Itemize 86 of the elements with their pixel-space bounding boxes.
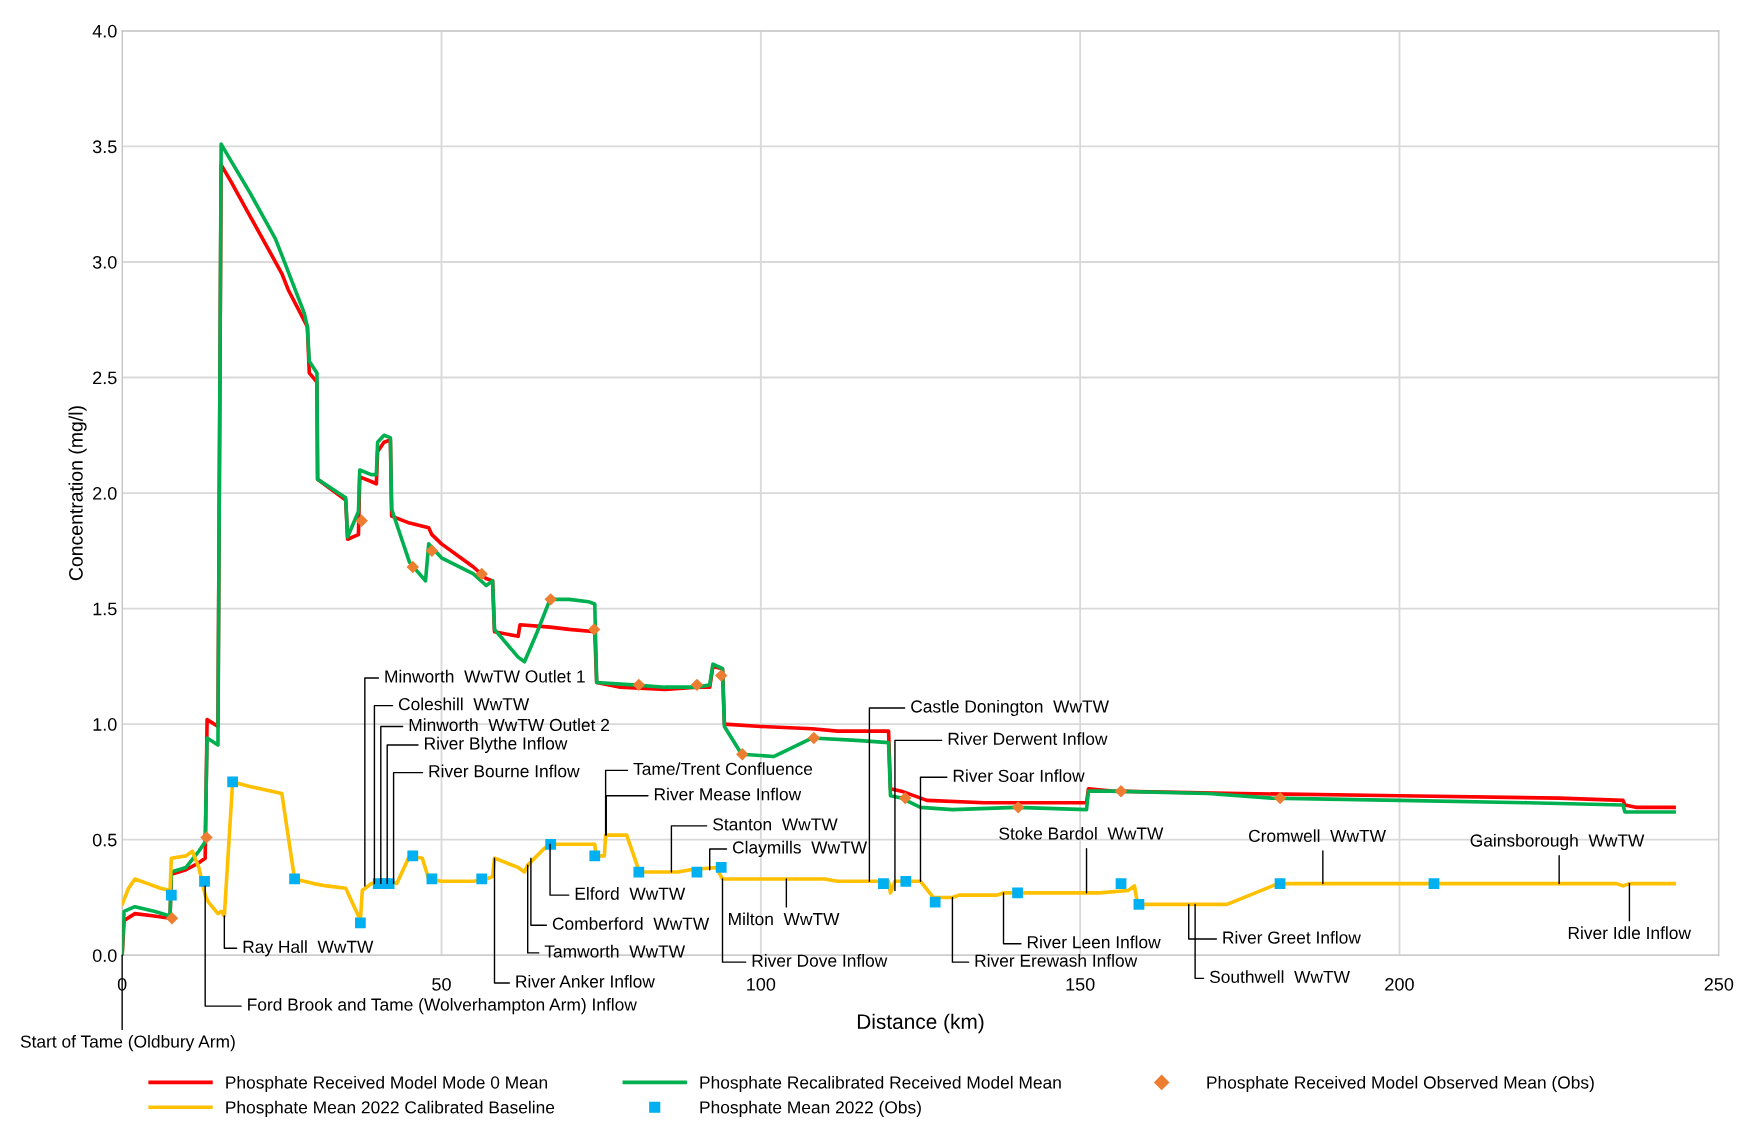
legend-label: Phosphate Received Model Observed Mean (Obs) bbox=[1207, 1075, 1594, 1093]
point bbox=[633, 866, 645, 878]
y-tick-label: 2.0 bbox=[93, 487, 117, 500]
x-tick-label: 100 bbox=[747, 977, 776, 991]
annotation: Claymills WwTW bbox=[732, 840, 868, 858]
annotation: Milton WwTW bbox=[729, 912, 840, 926]
point bbox=[898, 791, 912, 805]
point bbox=[690, 678, 704, 692]
annotation: Gainsborough WwTW bbox=[1470, 833, 1645, 851]
point bbox=[1011, 801, 1025, 814]
point bbox=[900, 875, 912, 887]
annotation: Southwell WwTW bbox=[1209, 970, 1350, 984]
annotation: River Anker Inflow bbox=[516, 974, 655, 988]
point bbox=[199, 875, 210, 887]
point bbox=[1012, 887, 1023, 899]
x-tick-label: 150 bbox=[1066, 977, 1095, 991]
point bbox=[200, 831, 213, 844]
point bbox=[736, 747, 749, 761]
annotation: Ray Hall WwTW bbox=[243, 940, 374, 957]
y-tick-label: 0.5 bbox=[92, 833, 117, 847]
legend-label: Phosphate Mean 2022 (Obs) bbox=[700, 1100, 921, 1117]
x-axis-title: Distance (km) bbox=[857, 1013, 984, 1034]
y-tick-label: 4.0 bbox=[92, 24, 117, 38]
annotation: River Derwent Inflow bbox=[948, 732, 1108, 745]
point bbox=[632, 678, 646, 692]
annotation: Minworth WwTW Outlet 1 bbox=[385, 669, 585, 683]
point bbox=[227, 776, 239, 788]
point bbox=[165, 889, 177, 901]
annotation: River Blythe Inflow bbox=[425, 736, 568, 754]
point bbox=[715, 862, 727, 873]
point bbox=[929, 896, 941, 908]
y-tick-label: 3.5 bbox=[92, 140, 117, 154]
point bbox=[587, 623, 601, 636]
point bbox=[355, 514, 368, 528]
legend-label: Phosphate Recalibrated Received Model Mean bbox=[700, 1075, 1061, 1093]
annotation: Comberford WwTW bbox=[552, 917, 710, 930]
point bbox=[165, 912, 179, 925]
annotation: River Bourne Inflow bbox=[429, 764, 580, 778]
point bbox=[715, 669, 728, 682]
legend-label: Phosphate Received Model Mode 0 Mean bbox=[226, 1075, 548, 1093]
annotation: Tamworth WwTW bbox=[544, 944, 686, 958]
point bbox=[1114, 784, 1128, 798]
point bbox=[475, 567, 488, 581]
annotation: Cromwell WwTW bbox=[1249, 829, 1386, 843]
point bbox=[1273, 791, 1287, 805]
annotation: River Greet Inflow bbox=[1223, 930, 1361, 944]
point bbox=[589, 850, 601, 862]
y-tick-label: 2.5 bbox=[93, 371, 117, 385]
point bbox=[476, 873, 488, 885]
annotation: Castle Donington WwTW bbox=[911, 699, 1109, 717]
annotation: Elford WwTW bbox=[575, 887, 686, 900]
annotation: Tame/Trent Confluence bbox=[633, 762, 813, 776]
annotation: River Soar Inflow bbox=[953, 769, 1085, 782]
point bbox=[354, 917, 366, 929]
point bbox=[425, 544, 439, 558]
annotation: River Erewash Inflow bbox=[975, 954, 1138, 967]
x-tick-label: 50 bbox=[432, 977, 451, 991]
point bbox=[1115, 878, 1127, 889]
legend-label: Phosphate Mean 2022 Calibrated Baseline bbox=[226, 1100, 555, 1117]
annotation: Coleshill WwTW bbox=[398, 697, 530, 711]
annotation: Minworth WwTW Outlet 2 bbox=[409, 718, 610, 732]
annotation: River Leen Inflow bbox=[1027, 935, 1161, 949]
point bbox=[289, 873, 300, 885]
point bbox=[878, 878, 889, 889]
annotation: River Idle Inflow bbox=[1568, 926, 1692, 940]
point bbox=[407, 850, 419, 862]
point bbox=[544, 593, 557, 606]
y-axis-title: Concentration (mg/l) bbox=[68, 406, 87, 581]
annotation: Stanton WwTW bbox=[713, 818, 838, 831]
point bbox=[1428, 878, 1440, 889]
point bbox=[1274, 878, 1286, 889]
y-tick-label: 3.0 bbox=[92, 255, 117, 269]
x-tick-label: 250 bbox=[1704, 977, 1734, 991]
point bbox=[406, 560, 419, 574]
point bbox=[545, 838, 557, 850]
annotation: Start of Tame (Oldbury Arm) bbox=[20, 1034, 235, 1052]
x-tick-label: 200 bbox=[1385, 977, 1414, 991]
annotation: Ford Brook and Tame (Wolverhampton Arm) Inflow bbox=[248, 997, 637, 1015]
y-tick-label: 1.5 bbox=[93, 602, 117, 616]
y-tick-label: 1.0 bbox=[93, 718, 117, 731]
point bbox=[807, 731, 821, 745]
annotation: River Dove Inflow bbox=[752, 954, 888, 967]
annotation: River Mease Inflow bbox=[654, 787, 802, 801]
y-tick-label: 0.0 bbox=[92, 949, 117, 962]
point bbox=[1133, 899, 1145, 910]
annotation: Stoke Bardol WwTW bbox=[999, 826, 1164, 840]
